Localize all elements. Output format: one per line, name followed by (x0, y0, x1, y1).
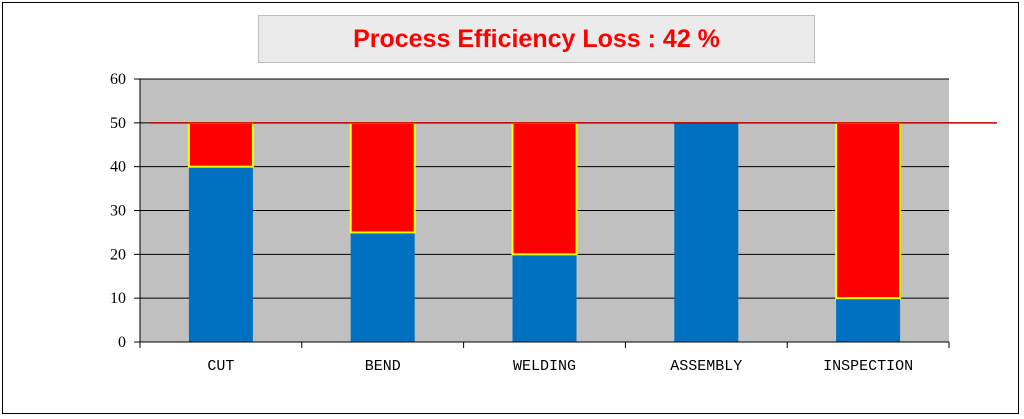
chart-title-box: Process Efficiency Loss : 42 % (258, 15, 815, 63)
bar-loss (835, 121, 902, 300)
bar-base (836, 298, 901, 342)
bar-loss (349, 121, 416, 234)
y-tick-label: 50 (110, 115, 126, 132)
y-tick-label: 0 (118, 334, 126, 351)
y-tick-label: 40 (110, 159, 126, 176)
bar-base (512, 254, 577, 342)
x-tick-label: BEND (365, 358, 401, 375)
x-tick-label: ASSEMBLY (670, 358, 742, 375)
y-tick-label: 20 (110, 246, 126, 263)
x-tick-label: CUT (207, 358, 234, 375)
x-tick-label: INSPECTION (823, 358, 913, 375)
y-tick-label: 60 (110, 71, 126, 88)
chart-border (2, 2, 1019, 414)
bar-loss (511, 121, 578, 256)
bar-base (188, 166, 253, 342)
y-tick-label: 10 (110, 290, 126, 307)
bar-base (350, 232, 415, 342)
y-tick-label: 30 (110, 203, 126, 220)
bar-base (674, 122, 739, 342)
x-tick-label: WELDING (513, 358, 576, 375)
chart-title: Process Efficiency Loss : 42 % (353, 24, 720, 53)
bar-loss (187, 121, 254, 168)
